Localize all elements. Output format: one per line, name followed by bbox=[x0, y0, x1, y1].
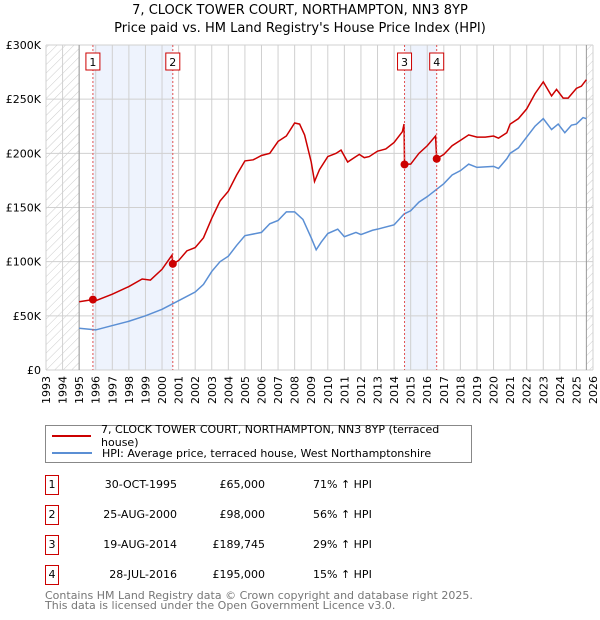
x-tick-label: 2009 bbox=[305, 376, 318, 404]
sale-row: 3 19-AUG-2014 £189,745 29% ↑ HPI bbox=[45, 535, 465, 555]
sale-marker-badge: 4 bbox=[45, 565, 59, 585]
chart-legend: 7, CLOCK TOWER COURT, NORTHAMPTON, NN3 8… bbox=[45, 423, 472, 463]
sale-marker-label: 2 bbox=[169, 56, 176, 69]
x-tick-label: 1999 bbox=[139, 376, 152, 404]
y-tick-label: £200K bbox=[6, 147, 42, 160]
legend-label: HPI: Average price, terraced house, West… bbox=[102, 446, 432, 460]
y-tick-label: £100K bbox=[6, 256, 42, 269]
x-tick-label: 2018 bbox=[454, 376, 467, 404]
x-tick-label: 2011 bbox=[338, 376, 351, 404]
sale-hpi-diff: 71% ↑ HPI bbox=[313, 478, 372, 491]
legend-swatch-blue bbox=[52, 452, 92, 454]
x-tick-label: 2002 bbox=[189, 376, 202, 404]
sale-hpi-diff: 56% ↑ HPI bbox=[313, 508, 372, 521]
sale-marker-box bbox=[397, 52, 413, 71]
sale-date: 30-OCT-1995 bbox=[104, 478, 177, 491]
y-tick-label: £300K bbox=[6, 39, 42, 52]
chart-title: 7, CLOCK TOWER COURT, NORTHAMPTON, NN3 8… bbox=[132, 3, 468, 18]
x-tick-label: 2022 bbox=[521, 376, 534, 404]
x-tick-label: 2021 bbox=[504, 376, 517, 404]
sale-marker-label: 1 bbox=[89, 56, 96, 69]
x-tick-label: 1994 bbox=[57, 376, 70, 404]
chart-subtitle: Price paid vs. HM Land Registry's House … bbox=[114, 21, 486, 36]
y-tick-label: £0 bbox=[27, 364, 41, 377]
x-tick-label: 2024 bbox=[554, 376, 567, 404]
sale-price: £65,000 bbox=[219, 478, 266, 491]
footer-licence: This data is licensed under the Open Gov… bbox=[45, 599, 396, 612]
x-tick-label: 2020 bbox=[488, 376, 501, 404]
x-tick-label: 2025 bbox=[570, 376, 583, 404]
legend-swatch-red bbox=[52, 435, 92, 437]
sale-marker-box bbox=[165, 52, 181, 71]
sale-date: 19-AUG-2014 bbox=[103, 538, 177, 551]
x-tick-label: 2008 bbox=[289, 376, 302, 404]
sale-marker-label: 3 bbox=[401, 56, 408, 69]
sale-row: 4 28-JUL-2016 £195,000 15% ↑ HPI bbox=[45, 565, 465, 585]
sale-hpi-diff: 15% ↑ HPI bbox=[313, 568, 372, 581]
x-tick-label: 2001 bbox=[173, 376, 186, 404]
sale-marker-box bbox=[429, 52, 445, 71]
x-tick-label: 2000 bbox=[156, 376, 169, 404]
x-tick-label: 2010 bbox=[322, 376, 335, 404]
sale-date: 28-JUL-2016 bbox=[109, 568, 177, 581]
sale-marker-badge: 2 bbox=[45, 505, 59, 525]
x-tick-label: 1996 bbox=[90, 376, 103, 404]
x-tick-label: 2023 bbox=[537, 376, 550, 404]
x-tick-label: 2017 bbox=[438, 376, 451, 404]
sale-point bbox=[432, 154, 441, 163]
sale-point bbox=[168, 259, 177, 268]
x-tick-label: 1995 bbox=[73, 376, 86, 404]
sale-point bbox=[88, 295, 97, 304]
x-tick-label: 2005 bbox=[239, 376, 252, 404]
x-tick-label: 2007 bbox=[272, 376, 285, 404]
x-tick-label: 1993 bbox=[40, 376, 53, 404]
sale-price: £189,745 bbox=[212, 538, 266, 551]
x-tick-label: 2026 bbox=[587, 376, 600, 404]
legend-item-hpi: HPI: Average price, terraced house, West… bbox=[46, 445, 431, 461]
series-line bbox=[79, 79, 587, 303]
x-tick-label: 1998 bbox=[123, 376, 136, 404]
x-tick-label: 2006 bbox=[255, 376, 268, 404]
x-tick-label: 2003 bbox=[206, 376, 219, 404]
legend-item-property: 7, CLOCK TOWER COURT, NORTHAMPTON, NN3 8… bbox=[46, 423, 471, 449]
sale-row: 1 30-OCT-1995 £65,000 71% ↑ HPI bbox=[45, 475, 465, 495]
y-tick-label: £250K bbox=[6, 93, 42, 106]
y-tick-label: £150K bbox=[6, 202, 42, 215]
x-tick-label: 2004 bbox=[222, 376, 235, 404]
sale-marker-badge: 3 bbox=[45, 535, 59, 555]
sale-marker-label: 4 bbox=[433, 56, 440, 69]
x-tick-label: 1997 bbox=[106, 376, 119, 404]
x-tick-label: 2019 bbox=[471, 376, 484, 404]
sale-date: 25-AUG-2000 bbox=[103, 508, 177, 521]
y-tick-label: £50K bbox=[13, 310, 42, 323]
footer-copyright: Contains HM Land Registry data © Crown c… bbox=[45, 589, 473, 602]
sale-marker-badge: 1 bbox=[45, 475, 59, 495]
sale-row: 2 25-AUG-2000 £98,000 56% ↑ HPI bbox=[45, 505, 465, 525]
x-tick-label: 2012 bbox=[355, 376, 368, 404]
sale-hpi-diff: 29% ↑ HPI bbox=[313, 538, 372, 551]
x-tick-label: 2014 bbox=[388, 376, 401, 404]
sale-marker-box bbox=[85, 52, 101, 71]
x-tick-label: 2013 bbox=[372, 376, 385, 404]
x-tick-label: 2016 bbox=[421, 376, 434, 404]
sale-price: £195,000 bbox=[212, 568, 266, 581]
series-line bbox=[79, 116, 587, 331]
legend-label: 7, CLOCK TOWER COURT, NORTHAMPTON, NN3 8… bbox=[101, 423, 440, 449]
sale-price: £98,000 bbox=[219, 508, 266, 521]
x-tick-label: 2015 bbox=[405, 376, 418, 404]
sale-point bbox=[400, 160, 409, 169]
